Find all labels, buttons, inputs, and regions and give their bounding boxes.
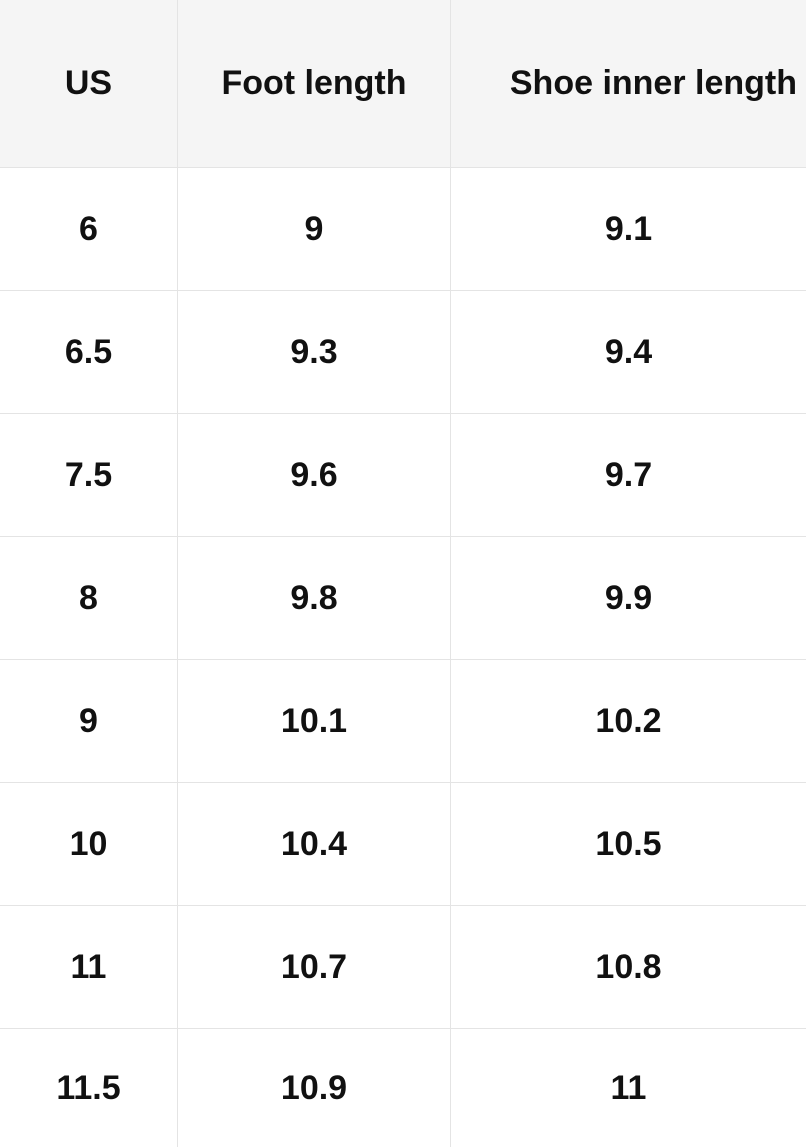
header-cell: Shoe inner length [451, 0, 806, 168]
table-cell: 10.9 [178, 1029, 451, 1147]
table-cell: 9.1 [451, 168, 806, 291]
table-cell: 9.9 [451, 537, 806, 660]
table-cell: 6.5 [0, 291, 178, 414]
table-cell: 9.6 [178, 414, 451, 537]
table-cell: 9.3 [178, 291, 451, 414]
table-cell: 8 [0, 537, 178, 660]
table-cell: 6 [0, 168, 178, 291]
table-cell: 10.7 [178, 906, 451, 1029]
table-cell: 10.1 [178, 660, 451, 783]
table-cell: 10.5 [451, 783, 806, 906]
table-cell: 10 [0, 783, 178, 906]
header-cell: US [0, 0, 178, 168]
table-cell: 9 [178, 168, 451, 291]
table-cell: 9.4 [451, 291, 806, 414]
table-cell: 10.4 [178, 783, 451, 906]
table-cell: 9.7 [451, 414, 806, 537]
table-cell: 9.8 [178, 537, 451, 660]
table-cell: 10.2 [451, 660, 806, 783]
table-cell: 11.5 [0, 1029, 178, 1147]
header-cell: Foot length [178, 0, 451, 168]
table-cell: 11 [610, 1068, 647, 1107]
table-cell: 7.5 [0, 414, 178, 537]
table-cell: 9 [0, 660, 178, 783]
table-cell: 11 [0, 906, 178, 1029]
table-cell: 10.8 [451, 906, 806, 1029]
